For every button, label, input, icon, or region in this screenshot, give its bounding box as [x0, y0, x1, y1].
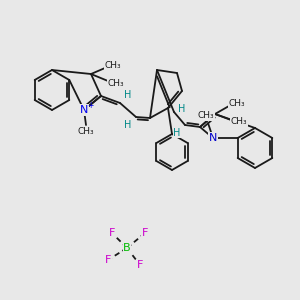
Text: CH₃: CH₃: [198, 112, 214, 121]
Text: N: N: [80, 105, 88, 115]
Text: CH₃: CH₃: [229, 100, 245, 109]
Text: B: B: [123, 243, 131, 253]
Text: H: H: [124, 120, 132, 130]
Text: CH₃: CH₃: [78, 128, 94, 136]
Text: +: +: [87, 100, 93, 109]
Text: F: F: [105, 255, 111, 265]
Text: H: H: [124, 90, 132, 100]
Text: H: H: [178, 104, 186, 114]
Text: N: N: [209, 133, 217, 143]
Text: H: H: [173, 128, 181, 138]
Text: CH₃: CH₃: [231, 118, 247, 127]
Text: CH₃: CH₃: [108, 79, 124, 88]
Text: CH₃: CH₃: [105, 61, 121, 70]
Text: F: F: [142, 228, 148, 238]
Text: F: F: [109, 228, 115, 238]
Text: F: F: [137, 260, 143, 270]
